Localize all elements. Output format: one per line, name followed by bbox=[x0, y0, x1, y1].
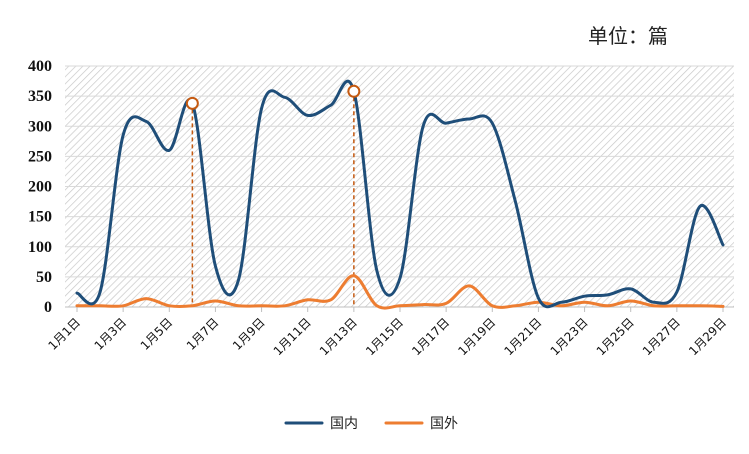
x-tick-label: 1月21日 bbox=[501, 315, 544, 358]
x-tick-label: 1月17日 bbox=[409, 315, 452, 358]
x-tick-label: 1月5日 bbox=[138, 315, 176, 353]
y-tick-label: 250 bbox=[28, 148, 52, 165]
x-tick-label: 1月13日 bbox=[317, 315, 360, 358]
y-tick-label: 50 bbox=[36, 269, 52, 286]
x-tick-label: 1月19日 bbox=[455, 315, 498, 358]
x-tick-label: 1月23日 bbox=[548, 315, 591, 358]
highlight-marker bbox=[185, 96, 199, 110]
legend: 国内 国外 bbox=[284, 416, 458, 432]
x-tick-label: 1月27日 bbox=[640, 315, 683, 358]
y-tick-label: 400 bbox=[28, 58, 52, 75]
y-tick-label: 350 bbox=[28, 88, 52, 105]
series-lines bbox=[75, 79, 725, 310]
x-tick-label: 1月15日 bbox=[363, 315, 406, 358]
highlight-marker bbox=[347, 84, 361, 98]
x-axis: 1月1日 1月3日 1月5日 1月7日 1月9日 1月11日 1月13日 1月15日 1月17日… bbox=[45, 306, 734, 358]
x-tick-label: 1月1日 bbox=[45, 315, 83, 353]
x-tick-label: 1月9日 bbox=[230, 315, 268, 353]
marker-drop-lines bbox=[191, 97, 355, 307]
gridlines bbox=[65, 65, 734, 308]
y-tick-label: 100 bbox=[28, 239, 52, 256]
unit-label: 单位：篇 bbox=[588, 24, 668, 48]
y-tick-label: 150 bbox=[28, 209, 52, 226]
y-tick-label: 200 bbox=[28, 179, 52, 196]
y-axis: 0 50 100 150 200 250 300 350 400 bbox=[28, 58, 52, 316]
x-tick-label: 1月25日 bbox=[594, 315, 637, 358]
legend-label-国内: 国内 bbox=[330, 416, 358, 432]
highlight-markers bbox=[185, 84, 361, 110]
y-tick-label: 0 bbox=[44, 299, 52, 316]
x-tick-label: 1月11日 bbox=[271, 315, 314, 358]
series-line-国外 bbox=[75, 274, 725, 310]
legend-label-国外: 国外 bbox=[430, 416, 458, 432]
y-tick-label: 300 bbox=[28, 118, 52, 135]
x-tick-label: 1月29日 bbox=[686, 315, 729, 358]
series-line-国内 bbox=[75, 79, 725, 309]
x-tick-label: 1月7日 bbox=[184, 315, 222, 353]
x-tick-label: 1月3日 bbox=[92, 315, 130, 353]
